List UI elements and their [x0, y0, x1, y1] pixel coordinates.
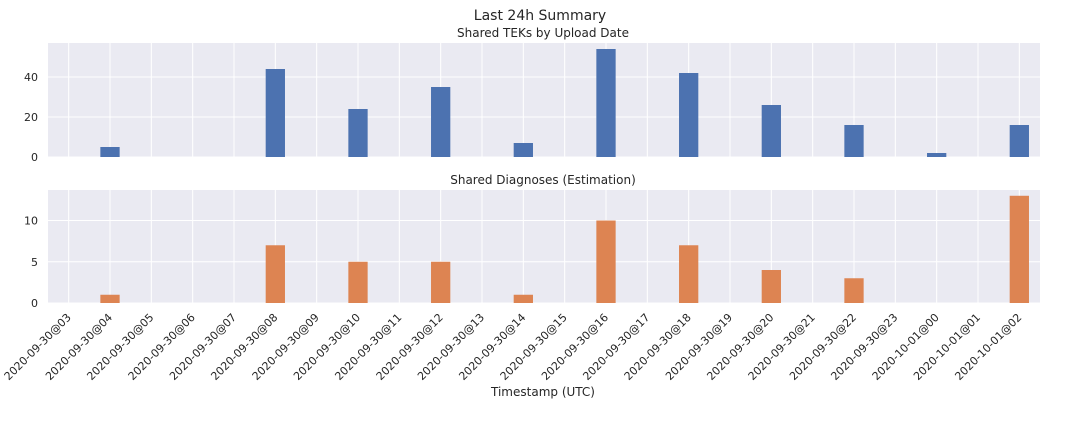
teks-bar	[431, 87, 451, 157]
teks-bar	[348, 109, 368, 157]
teks-panel: Shared TEKs by Upload Date 0 20 40	[24, 26, 1040, 164]
diagnoses-bar	[596, 220, 616, 303]
figure-title: Last 24h Summary	[474, 8, 606, 24]
teks-y-tick-label: 0	[31, 151, 38, 164]
teks-bar	[513, 143, 533, 157]
diagnoses-bar	[265, 245, 285, 303]
diagnoses-bar	[100, 294, 120, 303]
teks-bar	[927, 153, 947, 157]
diagnoses-bar	[761, 270, 781, 303]
diagnoses-bar	[1009, 195, 1029, 303]
diagnoses-bar	[844, 278, 864, 303]
teks-bar	[1009, 125, 1029, 157]
diagnoses-bar	[431, 261, 451, 303]
teks-bar	[100, 147, 120, 157]
x-axis-label: Timestamp (UTC)	[490, 385, 595, 399]
diagnoses-bar	[679, 245, 699, 303]
diagnoses-y-tick-label: 10	[24, 215, 38, 228]
diagnoses-bar	[348, 261, 368, 303]
diagnoses-y-tick-label: 0	[31, 297, 38, 310]
teks-bar	[844, 125, 864, 157]
teks-plot-area	[48, 43, 1040, 157]
teks-panel-title: Shared TEKs by Upload Date	[457, 26, 629, 40]
diagnoses-plot-area	[48, 190, 1040, 303]
teks-y-tick-label: 40	[24, 71, 38, 84]
teks-bar	[679, 73, 699, 157]
diagnoses-panel: Shared Diagnoses (Estimation) 05102020-0…	[2, 173, 1040, 383]
diagnoses-panel-title: Shared Diagnoses (Estimation)	[450, 173, 636, 187]
teks-bar	[265, 69, 285, 157]
teks-bar	[761, 105, 781, 157]
diagnoses-bar	[513, 294, 533, 303]
diagnoses-y-tick-label: 5	[31, 256, 38, 269]
teks-y-tick-label: 20	[24, 111, 38, 124]
teks-bar	[596, 49, 616, 157]
